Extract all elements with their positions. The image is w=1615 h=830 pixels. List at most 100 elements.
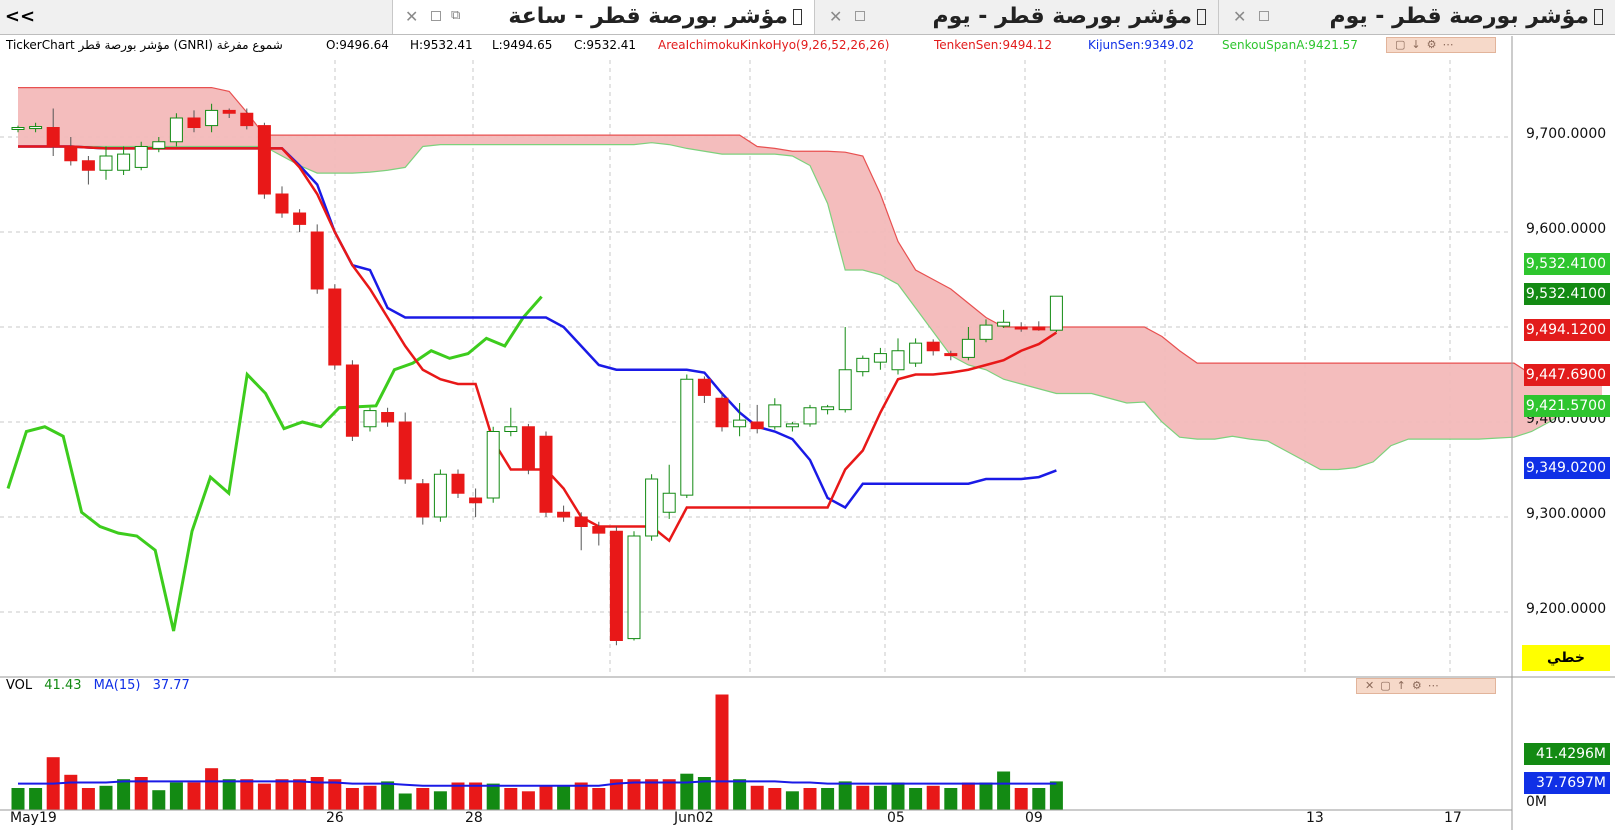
volume-info: VOL 41.43 MA(15) 37.77 [6, 678, 198, 693]
volume-bar [310, 777, 324, 810]
tab-bar: << ✕ ⧉ مؤشر بورصة قطر - ساعة ✕ مؤشر بورص… [0, 0, 1615, 35]
volume-tag: 41.4296M [1524, 743, 1610, 765]
candle-body [979, 324, 993, 340]
close-icon[interactable]: ✕ [829, 7, 843, 26]
volume-bar [979, 782, 993, 810]
volume-panel-controls[interactable]: ✕▢↑⚙⋯ [1356, 678, 1496, 694]
indicator-label: AreaIchimokuKinkoHyo(9,26,52,26,26) [658, 38, 890, 52]
volume-bar [909, 788, 923, 810]
volume-bar [64, 774, 78, 810]
price-axis-label: 9,200.0000 [1526, 601, 1607, 617]
volume-bar [469, 782, 483, 810]
tab-qatar-index-hourly[interactable]: ✕ ⧉ مؤشر بورصة قطر - ساعة [392, 0, 814, 34]
volume-bar [416, 788, 430, 810]
volume-bar [873, 785, 887, 810]
volume-bar [645, 779, 659, 810]
senkou-value: SenkouSpanA:9421.57 [1222, 38, 1358, 52]
candle-body [486, 431, 500, 499]
candle-body [293, 212, 307, 225]
tab-qatar-index-daily-2[interactable]: ✕ مؤشر بورصة قطر - يوم [1218, 0, 1615, 34]
volume-bar [715, 694, 729, 810]
volume-ma-line [18, 780, 1057, 787]
candle-body [328, 288, 342, 366]
candle-body [345, 364, 359, 437]
volume-bar [222, 779, 236, 810]
tenkan-value: TenkenSen:9494.12 [934, 38, 1053, 52]
tab-title: مؤشر بورصة قطر - ساعة [508, 4, 788, 29]
candle-body [310, 231, 324, 290]
volume-label: VOL [6, 678, 33, 693]
restore-icon[interactable]: ⧉ [451, 8, 461, 23]
volume-bar [451, 782, 465, 810]
maximize-icon[interactable] [855, 11, 865, 21]
maximize-icon[interactable] [1259, 11, 1269, 21]
tab-title: مؤشر بورصة قطر - يوم [932, 4, 1192, 29]
tab-marker-icon [1197, 9, 1206, 25]
candle-body [469, 497, 483, 504]
candle-body [697, 378, 711, 396]
scale-toggle-button[interactable]: خطي [1522, 645, 1610, 671]
volume-bar [433, 791, 447, 810]
chart-info-bar: TickerChart مؤشر بورصة قطر (GNRI) شموع م… [0, 36, 1390, 54]
volume-ma-value: 37.77 [152, 678, 190, 693]
candle-body [451, 473, 465, 494]
candle-body [64, 146, 78, 162]
tabs-scroll-button[interactable]: << [4, 6, 36, 27]
candle-body [99, 155, 113, 171]
volume-ma-label: MA(15) [93, 678, 141, 693]
close-price-tag: 9,532.4100 [1524, 283, 1610, 305]
candle-body [504, 426, 518, 432]
candle-body [46, 127, 60, 147]
kijun-price-tag: 9,349.0200 [1524, 457, 1610, 479]
volume-bar [152, 790, 166, 810]
volume-bar [697, 777, 711, 810]
volume-bar [750, 785, 764, 810]
candle-body [398, 421, 412, 480]
candle-body [785, 423, 799, 428]
candle-body [169, 117, 183, 143]
price-panel-controls[interactable]: ▢↓⚙⋯ [1386, 37, 1496, 53]
chikou-span-line [6, 295, 543, 632]
candle-body [81, 160, 95, 171]
candle-body [1032, 326, 1046, 331]
candle-body [891, 350, 905, 371]
candle-body [381, 412, 395, 423]
candle-body [645, 478, 659, 537]
close-icon[interactable]: ✕ [1233, 7, 1247, 26]
volume-bar [363, 785, 377, 810]
candle-body [134, 146, 148, 168]
candle-body [909, 342, 923, 364]
volume-bar [29, 788, 43, 810]
candle-body [733, 419, 747, 428]
candle-body [275, 193, 289, 214]
kijun-value: KijunSen:9349.02 [1088, 38, 1195, 52]
open-value: O:9496.64 [326, 38, 389, 52]
candle-body [1049, 295, 1063, 331]
volume-bar [398, 793, 412, 810]
candle-body [997, 321, 1011, 327]
volume-bar [662, 779, 676, 810]
volume-bar [187, 782, 201, 810]
volume-bar [275, 779, 289, 810]
candle-body [768, 404, 782, 428]
date-label: May19 [10, 810, 57, 826]
volume-bar [117, 779, 131, 810]
candle-body [961, 338, 975, 358]
volume-bar [99, 785, 113, 810]
maximize-icon[interactable] [431, 11, 441, 21]
price-axis-label: 9,600.0000 [1526, 221, 1607, 237]
date-label: 26 [326, 810, 344, 826]
tenkan-price-tag: 9,494.1200 [1524, 319, 1610, 341]
volume-bar [891, 782, 905, 810]
volume-bar [504, 788, 518, 810]
volume-bar [592, 788, 606, 810]
tab-qatar-index-daily-1[interactable]: ✕ مؤشر بورصة قطر - يوم [814, 0, 1218, 34]
candle-body [521, 426, 535, 470]
volume-bar [81, 788, 95, 810]
price-axis-label: 9,300.0000 [1526, 506, 1607, 522]
low-value: L:9494.65 [492, 38, 553, 52]
close-icon[interactable]: ✕ [405, 7, 419, 26]
volume-bar [680, 773, 694, 810]
date-label: 17 [1444, 810, 1462, 826]
